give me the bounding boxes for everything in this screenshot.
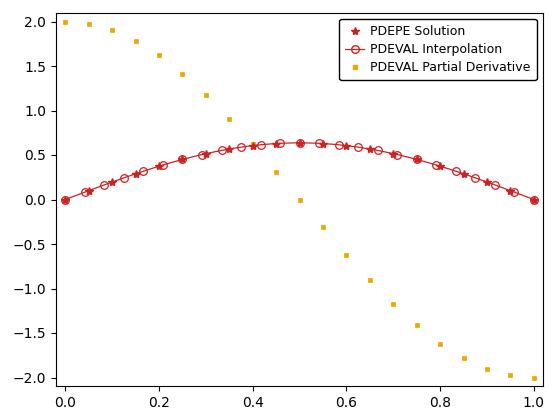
PDEVAL Partial Derivative (203, 92, 209, 97)
PDEPE Solution (62, 197, 69, 202)
Line: PDEVAL Interpolation: PDEVAL Interpolation (62, 139, 538, 203)
PDEVAL Interpolation (296, 140, 303, 145)
PDEPE Solution (156, 164, 162, 169)
PDEVAL Partial Derivative (226, 116, 233, 121)
PDEVAL Interpolation (530, 197, 537, 202)
PDEVAL Partial Derivative (249, 142, 256, 147)
PDEVAL Interpolation (218, 148, 225, 153)
PDEPE Solution (460, 171, 467, 176)
PDEVAL Partial Derivative (109, 28, 115, 33)
PDEVAL Partial Derivative (390, 302, 396, 307)
PDEVAL Partial Derivative (179, 71, 186, 76)
PDEPE Solution (86, 188, 92, 193)
PDEVAL Interpolation (199, 152, 206, 157)
PDEVAL Interpolation (511, 189, 517, 194)
PDEVAL Interpolation (472, 175, 479, 180)
PDEVAL Partial Derivative (366, 278, 373, 283)
PDEPE Solution (132, 171, 139, 176)
PDEVAL Interpolation (394, 152, 400, 157)
PDEVAL Partial Derivative (460, 356, 467, 361)
PDEVAL Interpolation (62, 197, 69, 202)
PDEVAL Interpolation (374, 148, 381, 153)
PDEPE Solution (109, 179, 115, 184)
PDEPE Solution (507, 188, 514, 193)
PDEPE Solution (530, 197, 537, 202)
PDEVAL Partial Derivative (484, 366, 491, 371)
PDEVAL Partial Derivative (343, 252, 350, 257)
PDEVAL Interpolation (335, 142, 342, 147)
PDEVAL Interpolation (316, 141, 323, 146)
PDEVAL Interpolation (140, 169, 147, 174)
PDEVAL Partial Derivative (296, 197, 303, 202)
PDEPE Solution (320, 141, 326, 146)
PDEVAL Partial Derivative (156, 53, 162, 58)
PDEVAL Interpolation (355, 144, 362, 150)
PDEVAL Partial Derivative (530, 375, 537, 380)
PDEVAL Interpolation (492, 182, 498, 187)
PDEVAL Interpolation (433, 163, 440, 168)
Line: PDEPE Solution: PDEPE Solution (61, 139, 538, 204)
PDEVAL Partial Derivative (132, 38, 139, 43)
PDEPE Solution (343, 143, 350, 148)
PDEVAL Interpolation (237, 144, 244, 150)
PDEVAL Interpolation (82, 189, 88, 194)
PDEVAL Interpolation (179, 157, 186, 162)
PDEPE Solution (226, 147, 233, 152)
PDEVAL Partial Derivative (86, 21, 92, 26)
PDEVAL Interpolation (277, 141, 283, 146)
PDEPE Solution (484, 179, 491, 184)
PDEVAL Partial Derivative (507, 373, 514, 378)
PDEVAL Partial Derivative (320, 225, 326, 230)
PDEVAL Interpolation (413, 157, 420, 162)
Legend: PDEPE Solution, PDEVAL Interpolation, PDEVAL Partial Derivative: PDEPE Solution, PDEVAL Interpolation, PD… (339, 19, 537, 80)
PDEPE Solution (296, 140, 303, 145)
PDEPE Solution (437, 164, 444, 169)
PDEPE Solution (390, 151, 396, 156)
PDEPE Solution (179, 157, 186, 162)
PDEVAL Partial Derivative (413, 323, 420, 328)
PDEPE Solution (249, 143, 256, 148)
Line: PDEVAL Partial Derivative: PDEVAL Partial Derivative (63, 19, 536, 380)
PDEVAL Partial Derivative (273, 169, 279, 174)
PDEVAL Interpolation (257, 142, 264, 147)
PDEVAL Interpolation (452, 169, 459, 174)
PDEVAL Interpolation (101, 182, 108, 187)
PDEVAL Interpolation (120, 175, 127, 180)
PDEVAL Partial Derivative (62, 19, 69, 24)
PDEPE Solution (413, 157, 420, 162)
PDEVAL Interpolation (160, 163, 166, 168)
PDEVAL Partial Derivative (437, 341, 444, 346)
PDEPE Solution (366, 147, 373, 152)
PDEPE Solution (203, 151, 209, 156)
PDEPE Solution (273, 141, 279, 146)
